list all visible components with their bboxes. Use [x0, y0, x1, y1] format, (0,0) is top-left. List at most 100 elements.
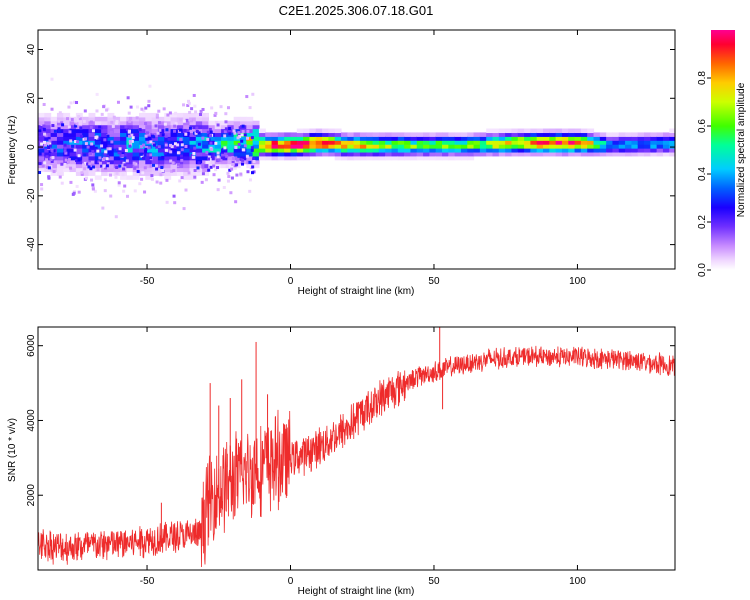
heatmap-speck — [106, 147, 110, 151]
heatmap-cell — [650, 144, 658, 149]
heatmap-speck — [248, 160, 252, 164]
heatmap-cell — [164, 159, 172, 165]
heatmap-cell — [442, 140, 449, 145]
heatmap-cell — [94, 132, 102, 137]
heatmap-speck — [219, 105, 223, 109]
heatmap-speck — [162, 107, 166, 111]
heatmap-speck — [102, 156, 106, 160]
heatmap-speck — [103, 189, 107, 193]
heatmap-speck — [208, 152, 212, 156]
heatmap-cell — [69, 159, 77, 165]
heatmap-cell — [145, 148, 153, 153]
heatmap-cell — [593, 140, 601, 145]
heatmap-cell — [157, 163, 165, 169]
heatmap-cell — [126, 155, 134, 161]
heatmap-cell — [183, 112, 191, 118]
x-tick-label: 100 — [569, 576, 586, 587]
heatmap-speck — [40, 187, 44, 191]
heatmap-speck — [88, 162, 92, 166]
heatmap-cell — [63, 148, 71, 153]
heatmap-speck — [76, 140, 80, 144]
heatmap-speck — [94, 148, 98, 152]
heatmap-speck — [236, 136, 240, 140]
heatmap-cell — [284, 144, 292, 149]
heatmap-cell — [631, 132, 639, 137]
heatmap-speck — [215, 120, 219, 124]
heatmap-cell — [328, 144, 336, 149]
heatmap-cell — [126, 148, 134, 153]
heatmap-cell — [44, 116, 52, 122]
heatmap-speck — [118, 147, 122, 151]
heatmap-cell — [404, 155, 412, 161]
heatmap-cell — [145, 167, 153, 173]
heatmap-cell — [132, 155, 140, 161]
heatmap-cell — [568, 132, 576, 137]
heatmap-speck — [184, 188, 188, 192]
heatmap-cell — [543, 128, 550, 134]
heatmap-speck — [91, 187, 95, 191]
heatmap-speck — [145, 145, 149, 149]
heatmap-speck — [190, 170, 194, 174]
heatmap-speck — [75, 101, 79, 105]
heatmap-cell — [561, 136, 569, 141]
heatmap-cell — [555, 151, 563, 157]
heatmap-speck — [209, 165, 213, 169]
heatmap-speck — [228, 168, 232, 172]
heatmap-speck — [75, 184, 79, 188]
heatmap-speck — [180, 143, 184, 147]
heatmap-cell — [549, 144, 557, 149]
heatmap-cell — [240, 116, 247, 122]
heatmap-cell — [530, 128, 538, 134]
heatmap-cell — [258, 144, 266, 149]
heatmap-cell — [227, 120, 235, 126]
heatmap-cell — [170, 112, 178, 118]
x-tick-label: 100 — [569, 276, 586, 287]
heatmap-speck — [245, 95, 249, 99]
heatmap-cell — [303, 155, 311, 161]
heatmap-speck — [101, 206, 105, 210]
heatmap-cell — [195, 140, 203, 145]
heatmap-cell — [69, 132, 77, 137]
heatmap-speck — [67, 105, 71, 109]
heatmap-cell — [63, 136, 71, 141]
heatmap-cell — [157, 140, 165, 145]
heatmap-cell — [101, 124, 109, 130]
y-tick-label: 4000 — [26, 409, 37, 432]
heatmap-cell — [145, 116, 153, 122]
heatmap-speck — [148, 84, 152, 88]
heatmap-speck — [89, 152, 93, 156]
heatmap-cell — [511, 140, 519, 145]
x-tick-label: 50 — [428, 576, 440, 587]
heatmap-cell — [353, 140, 361, 145]
heatmap-speck — [134, 162, 138, 166]
spectrogram-heatmap — [38, 77, 675, 219]
heatmap-speck — [77, 190, 81, 194]
heatmap-cell — [240, 151, 247, 157]
heatmap-cell — [75, 144, 83, 149]
heatmap-speck — [142, 143, 146, 147]
heatmap-speck — [186, 103, 190, 107]
heatmap-speck — [69, 180, 73, 184]
heatmap-cell — [75, 148, 83, 153]
heatmap-cell — [479, 140, 487, 145]
heatmap-cell — [126, 120, 134, 126]
heatmap-cell — [195, 163, 203, 169]
heatmap-cell — [322, 132, 329, 137]
heatmap-cell — [372, 151, 380, 157]
heatmap-speck — [147, 99, 151, 103]
heatmap-cell — [662, 136, 670, 141]
heatmap-cell — [82, 132, 90, 137]
heatmap-speck — [178, 128, 182, 132]
heatmap-cell — [107, 124, 115, 130]
heatmap-speck — [124, 149, 128, 153]
heatmap-cell — [662, 140, 670, 145]
heatmap-speck — [98, 156, 102, 160]
heatmap-speck — [220, 150, 224, 154]
heatmap-cell — [473, 144, 481, 149]
heatmap-cell — [631, 144, 639, 149]
heatmap-cell — [195, 136, 203, 141]
heatmap-speck — [214, 141, 218, 145]
heatmap-cell — [284, 140, 292, 145]
heatmap-cell — [132, 151, 140, 157]
heatmap-cell — [38, 116, 45, 122]
